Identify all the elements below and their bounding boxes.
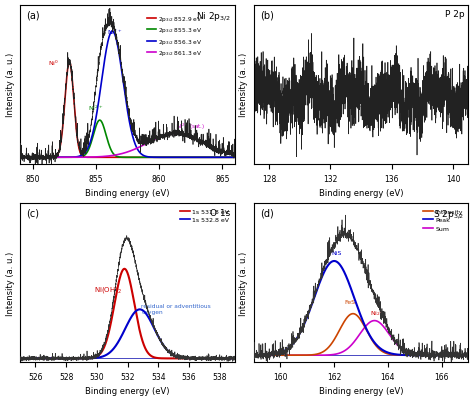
Text: S 2p$_{3/2}$: S 2p$_{3/2}$ [433, 208, 464, 221]
Y-axis label: Intensity (a. u.): Intensity (a. u.) [6, 53, 15, 117]
Text: O 1s: O 1s [210, 208, 231, 217]
Text: Ni$^{2+}$: Ni$^{2+}$ [107, 28, 123, 37]
Legend: Intensity, Peak, Sum: Intensity, Peak, Sum [421, 207, 465, 234]
Text: residual or adventitious
oxygen: residual or adventitious oxygen [141, 303, 211, 314]
Text: Ni$_2$S: Ni$_2$S [370, 308, 384, 317]
X-axis label: Binding energy (eV): Binding energy (eV) [85, 189, 170, 198]
Legend: 1s 531.8 eV, 1s 532.8 eV: 1s 531.8 eV, 1s 532.8 eV [178, 207, 232, 225]
Text: (b): (b) [260, 10, 274, 20]
Text: (a): (a) [27, 10, 40, 20]
Text: P 2p: P 2p [445, 10, 464, 19]
X-axis label: Binding energy (eV): Binding energy (eV) [319, 387, 403, 395]
Text: FeS: FeS [345, 299, 356, 304]
Text: Ni 2p$_{3/2}$: Ni 2p$_{3/2}$ [196, 10, 231, 23]
Text: (c): (c) [27, 208, 39, 218]
Text: Ni$^{2+}$: Ni$^{2+}$ [88, 103, 104, 112]
Text: NiS: NiS [332, 251, 342, 255]
Legend: 2p$_{3/2}$ 852.9 eV, 2p$_{3/2}$ 855.3 eV, 2p$_{3/2}$ 856.3 eV, 2p$_{3/2}$ 861.3 : 2p$_{3/2}$ 852.9 eV, 2p$_{3/2}$ 855.3 eV… [145, 13, 205, 60]
Text: Ni$^{2+}$(sat.): Ni$^{2+}$(sat.) [176, 122, 205, 132]
Y-axis label: Intensity (a. u.): Intensity (a. u.) [239, 251, 248, 315]
X-axis label: Binding energy (eV): Binding energy (eV) [319, 189, 403, 198]
Text: Ni(OH)$_2$: Ni(OH)$_2$ [94, 284, 122, 294]
Y-axis label: Intensity (a. u.): Intensity (a. u.) [239, 53, 248, 117]
X-axis label: Binding energy (eV): Binding energy (eV) [85, 387, 170, 395]
Text: (d): (d) [260, 208, 274, 218]
Y-axis label: Intensity (a. u.): Intensity (a. u.) [6, 251, 15, 315]
Text: Ni$^0$: Ni$^0$ [47, 58, 58, 67]
